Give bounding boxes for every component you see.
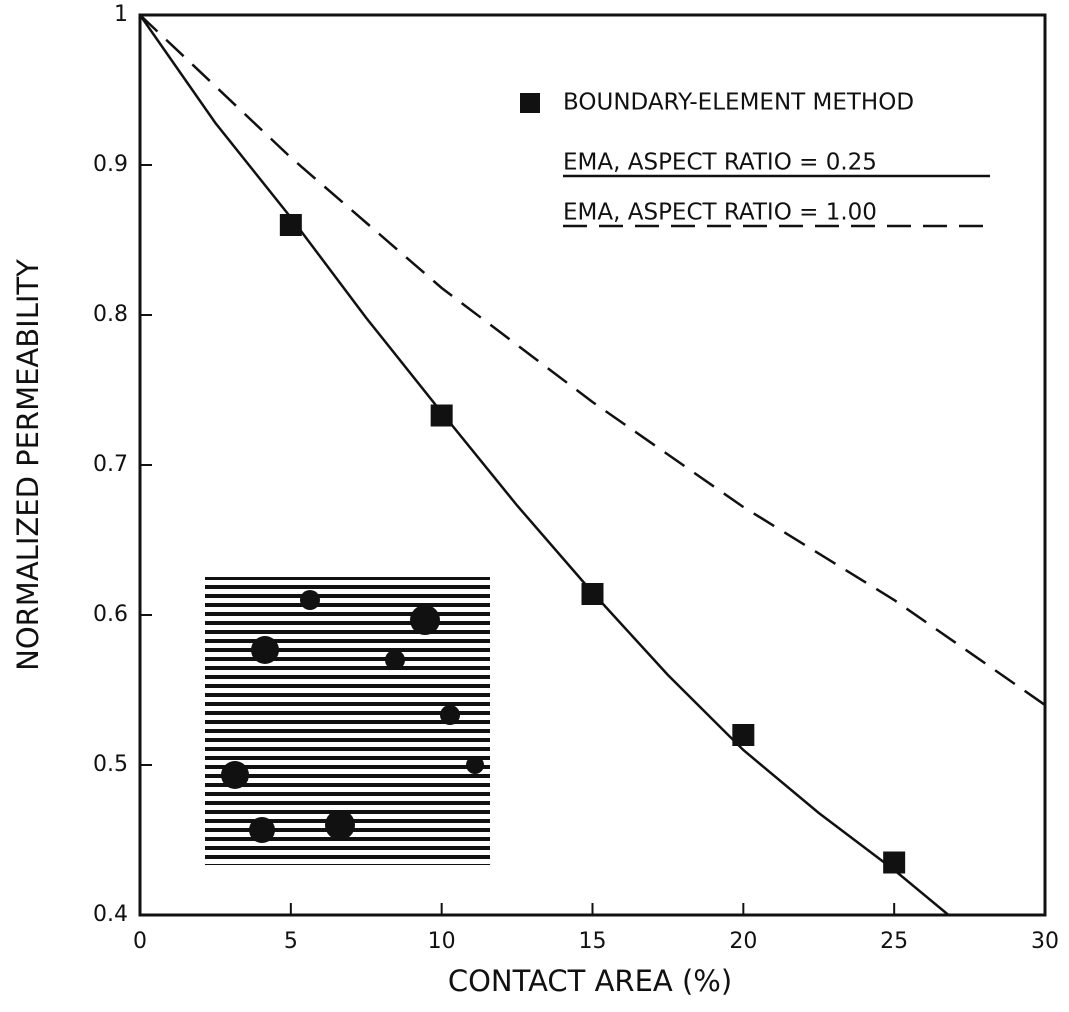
series-line bbox=[138, 14, 950, 916]
legend-label: EMA, ASPECT RATIO = 0.25 bbox=[563, 150, 877, 176]
x-tick-label: 5 bbox=[284, 929, 298, 954]
y-tick-label: 0.5 bbox=[93, 752, 128, 777]
y-tick-label: 0.9 bbox=[93, 152, 128, 177]
y-tick-label: 0.8 bbox=[93, 302, 128, 327]
x-tick-label: 25 bbox=[880, 929, 908, 954]
y-tick-label: 0.4 bbox=[93, 902, 128, 927]
x-tick-label: 15 bbox=[579, 929, 607, 954]
x-tick-label: 20 bbox=[729, 929, 757, 954]
marker bbox=[732, 724, 755, 746]
y-tick-label: 0.7 bbox=[93, 452, 128, 477]
marker bbox=[279, 214, 302, 236]
y-tick-label: 1 bbox=[114, 2, 128, 27]
x-tick-label: 30 bbox=[1031, 929, 1059, 954]
inset-image bbox=[205, 577, 490, 865]
x-axis-label: CONTACT AREA (%) bbox=[448, 964, 732, 998]
y-tick-label: 0.6 bbox=[93, 602, 128, 627]
series-line bbox=[139, 14, 1046, 707]
x-tick-label: 10 bbox=[428, 929, 456, 954]
legend-label: EMA, ASPECT RATIO = 1.00 bbox=[563, 200, 877, 226]
marker bbox=[883, 851, 906, 874]
legend-label: BOUNDARY-ELEMENT METHOD bbox=[563, 90, 914, 116]
y-axis-label: NORMALIZED PERMEABILITY bbox=[11, 259, 45, 671]
legend-marker bbox=[520, 93, 540, 113]
x-tick-label: 0 bbox=[133, 929, 147, 954]
